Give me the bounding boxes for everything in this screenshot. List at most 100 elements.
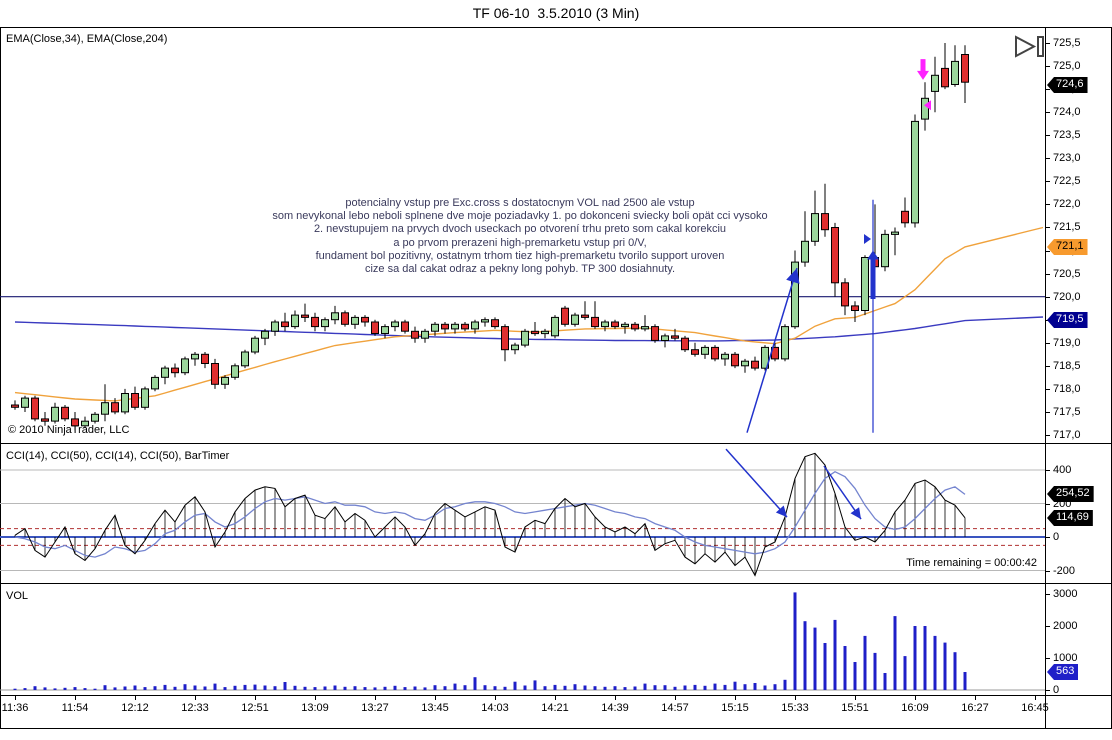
vol-indicator-label: VOL (6, 590, 29, 602)
y-axis-tick (1045, 227, 1050, 228)
x-axis-label: 14:57 (661, 702, 689, 714)
y-axis-label: 720,0 (1053, 291, 1081, 303)
x-axis-label: 14:21 (541, 702, 569, 714)
x-axis-tick (315, 695, 316, 700)
y-axis-label: 3000 (1053, 588, 1078, 600)
y-axis-label: 723,5 (1053, 129, 1081, 141)
x-axis-label: 14:03 (481, 702, 509, 714)
y-axis-tick (1045, 43, 1050, 44)
x-axis-label: 13:27 (361, 702, 389, 714)
x-axis-label: 11:54 (61, 702, 89, 714)
y-axis-tick (1045, 571, 1050, 572)
y-axis-tick (1045, 89, 1050, 90)
x-axis-tick (375, 695, 376, 700)
x-axis-tick (855, 695, 856, 700)
x-axis-tick (1035, 695, 1036, 700)
y-axis-label: 400 (1053, 464, 1072, 476)
price-axis[interactable]: 725,5725,0724,5724,0723,5723,0722,5722,0… (1045, 0, 1112, 740)
x-axis-tick (915, 695, 916, 700)
price-chart-canvas[interactable] (0, 28, 1045, 443)
ninjatrader-copyright: © 2010 NinjaTrader, LLC (8, 424, 130, 436)
x-axis-label: 16:45 (1021, 702, 1049, 714)
x-axis-tick (135, 695, 136, 700)
y-axis-tick (1045, 504, 1050, 505)
chart-title: TF 06-10 3.5.2010 (3 Min) (472, 5, 640, 21)
y-axis-tick (1045, 158, 1050, 159)
cci-indicator-canvas[interactable] (0, 443, 1045, 583)
y-axis-tick (1045, 204, 1050, 205)
y-axis-label: 719,0 (1053, 337, 1081, 349)
trade-note-line: potencialny vstup pre Exc.cross s dostat… (345, 197, 695, 209)
axis-value-tag: 721,1 (1047, 239, 1088, 255)
y-axis-label: 725,5 (1053, 37, 1081, 49)
y-axis-tick (1045, 297, 1050, 298)
y-axis-tick (1045, 112, 1050, 113)
y-axis-tick (1045, 135, 1050, 136)
y-axis-label: 721,5 (1053, 221, 1081, 233)
y-axis-label: 0 (1053, 531, 1060, 543)
price-axis-border (1045, 27, 1046, 728)
y-axis-tick (1045, 594, 1050, 595)
y-axis-label: 1000 (1053, 652, 1078, 664)
axis-value-tag: 114,69 (1047, 510, 1093, 526)
axis-value-tag: 563 (1047, 664, 1079, 680)
y-axis-label: 722,0 (1053, 198, 1081, 210)
y-axis-label: 718,0 (1053, 383, 1081, 395)
x-axis-tick (195, 695, 196, 700)
time-axis[interactable]: 11:36 11:54 12:12 12:33 12:51 13:09 13:27 13:45… (0, 695, 1112, 728)
x-axis-label: 12:33 (181, 702, 209, 714)
y-axis-tick (1045, 181, 1050, 182)
x-axis-tick (75, 695, 76, 700)
x-axis-tick (435, 695, 436, 700)
x-axis-label: 15:51 (841, 702, 869, 714)
cci-indicator-label: CCI(14), CCI(50), CCI(14), CCI(50), BarT… (6, 450, 230, 462)
axis-value-tag: 719,5 (1047, 312, 1088, 328)
go-to-last-bar-icon[interactable] (1012, 34, 1046, 60)
trade-note-text: potencialny vstup pre Exc.cross s dostat… (200, 197, 840, 276)
y-axis-label: 723,0 (1053, 152, 1081, 164)
y-axis-tick (1045, 658, 1050, 659)
axis-value-tag: 724,6 (1047, 77, 1088, 93)
trade-note-line: cize sa dal cakat odraz a pekny long poh… (364, 263, 676, 276)
y-axis-tick (1045, 626, 1050, 627)
y-axis-label: 720,5 (1053, 268, 1081, 280)
x-axis-tick (735, 695, 736, 700)
x-axis-label: 13:45 (421, 702, 449, 714)
y-axis-label: 717,0 (1053, 429, 1081, 441)
y-axis-label: 0 (1053, 684, 1060, 696)
y-axis-label: 722,5 (1053, 175, 1081, 187)
y-axis-label: -200 (1053, 565, 1076, 577)
chart-left-border (0, 27, 1, 728)
x-axis-label: 14:39 (601, 702, 629, 714)
x-axis-tick (15, 695, 16, 700)
x-axis-tick (615, 695, 616, 700)
y-axis-tick (1045, 251, 1050, 252)
x-axis-tick (675, 695, 676, 700)
y-axis-tick (1045, 343, 1050, 344)
panel-splitter-cci-vol[interactable] (0, 583, 1112, 584)
x-axis-tick (795, 695, 796, 700)
y-axis-tick (1045, 66, 1050, 67)
x-axis-label: 16:09 (901, 702, 929, 714)
y-axis-label: 724,0 (1053, 106, 1081, 118)
x-axis-label: 15:15 (721, 702, 749, 714)
x-axis-label: 13:09 (301, 702, 329, 714)
panel-splitter-vol-axis (0, 695, 1112, 696)
trade-note-line: a po prvom prerazeni high-premarketu vst… (393, 236, 647, 249)
x-axis-label: 15:33 (781, 702, 809, 714)
y-axis-label: 2000 (1053, 620, 1078, 632)
y-axis-tick (1045, 274, 1050, 275)
x-axis-tick (555, 695, 556, 700)
volume-indicator-canvas[interactable] (0, 583, 1045, 695)
axis-value-tag: 254,52 (1047, 486, 1094, 502)
y-axis-tick (1045, 435, 1050, 436)
x-axis-label: 11:36 (1, 702, 29, 714)
x-axis-label: 12:51 (241, 702, 269, 714)
trade-note-line: fundament bol pozitivny, ostatnym trhom … (315, 249, 725, 262)
trade-note-line: som nevykonal lebo neboli splnene dve mo… (272, 210, 768, 223)
y-axis-tick (1045, 412, 1050, 413)
price-indicator-label: EMA(Close,34), EMA(Close,204) (6, 33, 168, 45)
panel-splitter-price-cci[interactable] (0, 443, 1112, 444)
x-axis-label: 16:27 (961, 702, 989, 714)
